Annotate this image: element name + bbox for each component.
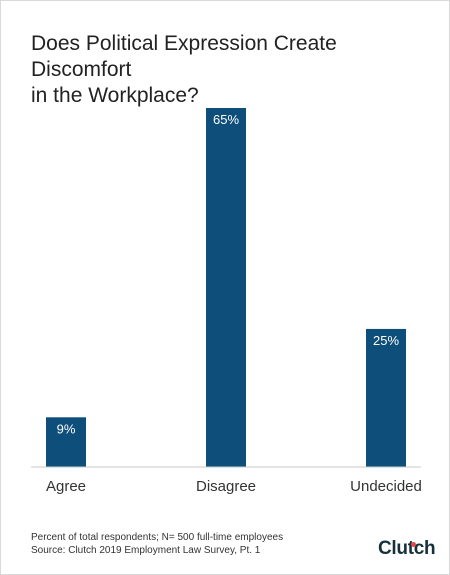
bar-disagree bbox=[206, 108, 246, 467]
footnote-source: Source: Clutch 2019 Employment Law Surve… bbox=[31, 545, 261, 556]
bars-group: 9% 65% 25% bbox=[46, 108, 406, 467]
category-labels-group: Agree Disagree Undecided bbox=[46, 478, 422, 495]
category-label-disagree: Disagree bbox=[196, 478, 256, 495]
bar-undecided bbox=[366, 328, 406, 467]
clutch-logo: Clutch bbox=[378, 538, 436, 559]
category-label-agree: Agree bbox=[46, 478, 86, 495]
chart-title-line-2: in the Workplace? bbox=[31, 84, 199, 107]
bar-value-label-disagree: 65% bbox=[213, 112, 239, 127]
chart-title: Does Political Expression Create Discomf… bbox=[31, 31, 431, 109]
bar-value-label-agree: 9% bbox=[57, 421, 76, 436]
category-label-undecided: Undecided bbox=[350, 478, 422, 495]
bar-value-label-undecided: 25% bbox=[373, 333, 399, 348]
footnote: Percent of total respondents; N= 500 ful… bbox=[31, 531, 283, 557]
footnote-respondents: Percent of total respondents; N= 500 ful… bbox=[31, 532, 284, 543]
clutch-logo-dot bbox=[411, 542, 416, 547]
chart-title-line-1: Does Political Expression Create Discomf… bbox=[31, 32, 337, 81]
bar-agree bbox=[46, 417, 86, 467]
